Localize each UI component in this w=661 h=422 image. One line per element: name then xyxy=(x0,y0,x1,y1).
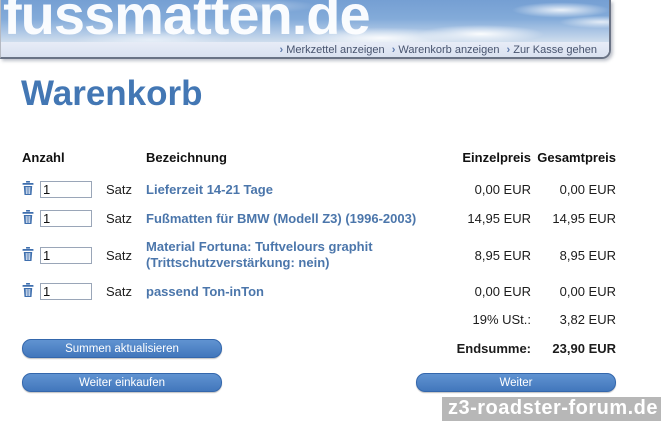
nav-link-warenkorb[interactable]: › Warenkorb anzeigen xyxy=(392,44,500,56)
cart-item-row: Satz Fußmatten für BMW (Modell Z3) (1996… xyxy=(22,204,616,233)
cart-item-row: Satz passend Ton-inTon 0,00 EUR 0,00 EUR xyxy=(22,277,616,306)
trash-icon xyxy=(22,246,34,261)
total-value: 23,90 EUR xyxy=(552,341,617,356)
watermark: z3-roadster-forum.de xyxy=(441,397,661,421)
header-nav: › Merkzettel anzeigen › Warenkorb anzeigen… xyxy=(1,42,609,57)
unit-label: Satz xyxy=(106,182,133,197)
col-header-bezeichnung: Bezeichnung xyxy=(146,150,227,165)
nav-link-label: Zur Kasse gehen xyxy=(513,44,597,56)
item-total-price: 0,00 EUR xyxy=(559,284,617,299)
col-header-gesamtpreis: Gesamtpreis xyxy=(537,150,617,165)
nav-arrow-icon: › xyxy=(506,44,511,56)
item-unit-price: 0,00 EUR xyxy=(474,284,532,299)
delete-item-button[interactable] xyxy=(22,181,34,195)
trash-icon xyxy=(22,210,34,224)
unit-label: Satz xyxy=(106,211,133,226)
cart-item-row: Satz Lieferzeit 14-21 Tage 0,00 EUR 0,00… xyxy=(22,175,616,204)
quantity-input[interactable] xyxy=(40,181,92,198)
next-button[interactable]: Weiter xyxy=(416,373,616,392)
nav-link-kasse[interactable]: › Zur Kasse gehen xyxy=(507,44,597,56)
delete-item-button[interactable] xyxy=(22,246,34,261)
header-banner: fussmatten.de xyxy=(1,0,609,42)
item-name-link[interactable]: passend Ton-inTon xyxy=(146,283,264,299)
nav-link-merkzettel[interactable]: › Merkzettel anzeigen xyxy=(280,44,385,56)
unit-label: Satz xyxy=(106,247,133,263)
item-name-link[interactable]: Fußmatten für BMW (Modell Z3) (1996-2003… xyxy=(146,210,417,226)
trash-icon xyxy=(22,181,34,195)
header: fussmatten.de › Merkzettel anzeigen › Ware… xyxy=(0,0,611,59)
cart-rows: Satz Lieferzeit 14-21 Tage 0,00 EUR 0,00… xyxy=(22,175,616,306)
item-unit-price: 8,95 EUR xyxy=(474,247,532,263)
cart-header-row: Anzahl Bezeichnung Einzelpreis Gesamtpre… xyxy=(22,146,616,175)
nav-link-label: Merkzettel anzeigen xyxy=(286,44,385,56)
quantity-input[interactable] xyxy=(40,283,92,300)
trash-icon xyxy=(22,283,34,297)
quantity-input[interactable] xyxy=(40,246,92,264)
cart-table: Anzahl Bezeichnung Einzelpreis Gesamtpre… xyxy=(22,146,616,364)
col-header-anzahl: Anzahl xyxy=(22,150,65,165)
quantity-input[interactable] xyxy=(40,210,92,227)
item-name-link[interactable]: Material Fortuna: Tuftvelours graphit (T… xyxy=(146,239,373,270)
site-logo[interactable]: fussmatten.de xyxy=(3,0,371,42)
item-total-price: 14,95 EUR xyxy=(552,211,617,226)
delete-item-button[interactable] xyxy=(22,283,34,297)
total-row: Summen aktualisieren Endsumme: 23,90 EUR xyxy=(22,333,616,364)
bottom-buttons: Weiter einkaufen Weiter xyxy=(22,373,616,392)
vat-value: 3,82 EUR xyxy=(559,312,617,327)
delete-item-button[interactable] xyxy=(22,210,34,224)
nav-arrow-icon: › xyxy=(279,44,284,56)
item-unit-price: 14,95 EUR xyxy=(467,211,532,226)
nav-link-label: Warenkorb anzeigen xyxy=(398,44,500,56)
item-name-link[interactable]: Lieferzeit 14-21 Tage xyxy=(146,181,273,197)
col-header-einzelpreis: Einzelpreis xyxy=(462,150,532,165)
item-unit-price: 0,00 EUR xyxy=(474,182,532,197)
item-total-price: 0,00 EUR xyxy=(559,182,617,197)
unit-label: Satz xyxy=(106,284,133,299)
total-label: Endsumme: xyxy=(456,341,532,356)
page-title: Warenkorb xyxy=(21,74,203,113)
nav-arrow-icon: › xyxy=(391,44,396,56)
item-total-price: 8,95 EUR xyxy=(559,247,617,263)
cart-item-row: Satz Material Fortuna: Tuftvelours graph… xyxy=(22,233,616,277)
vat-label: 19% USt.: xyxy=(472,312,532,327)
update-totals-button[interactable]: Summen aktualisieren xyxy=(22,339,222,358)
continue-shopping-button[interactable]: Weiter einkaufen xyxy=(22,373,222,392)
vat-row: 19% USt.: 3,82 EUR xyxy=(22,306,616,333)
